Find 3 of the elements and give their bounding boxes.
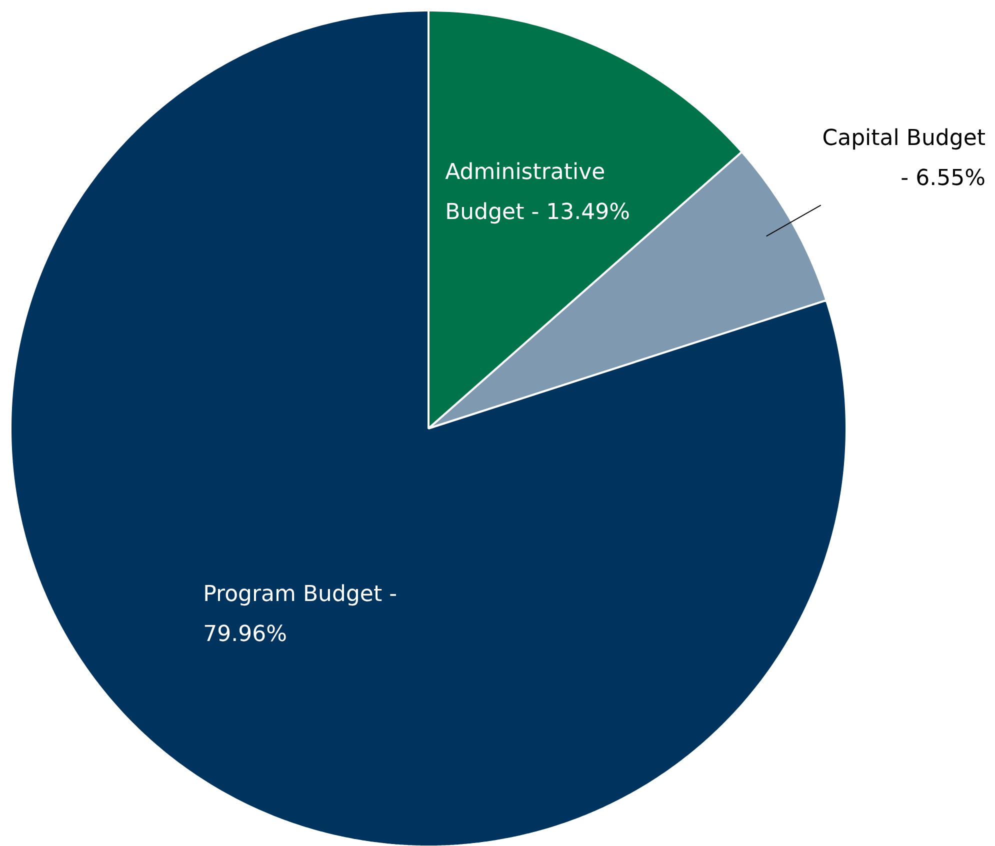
slice-label: Program Budget - 79.96% [203,582,398,647]
slice-label: Administrative Budget - 13.49% [445,160,630,225]
slice-label: Capital Budget - 6.55% [822,126,986,192]
